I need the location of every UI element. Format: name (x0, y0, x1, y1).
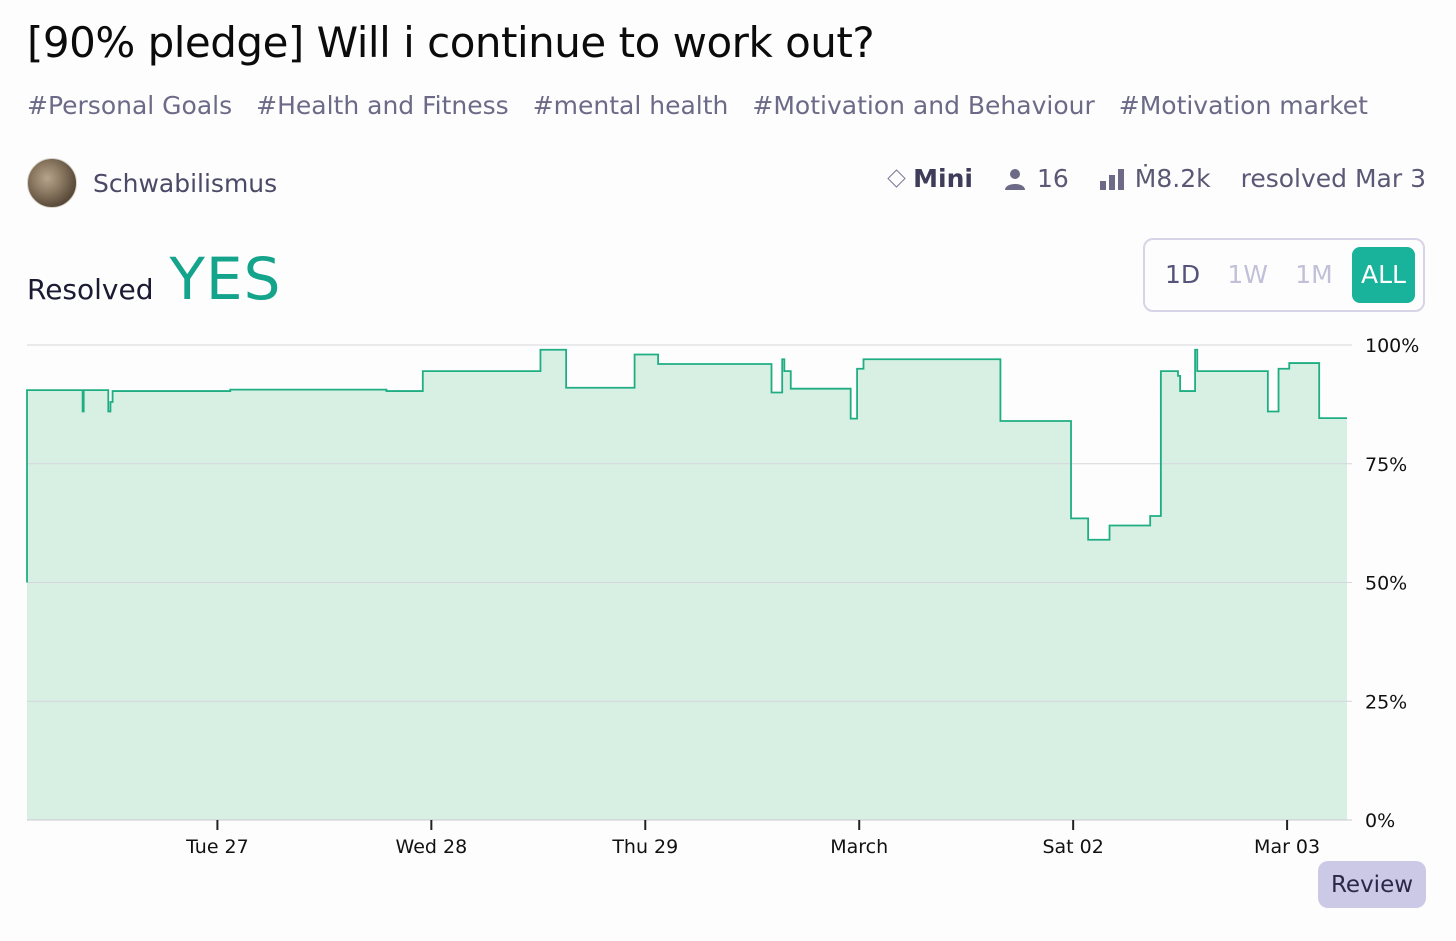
y-tick-label: 75% (1365, 454, 1407, 476)
x-tick-label: Tue 27 (185, 836, 249, 858)
tag-health-and-fitness[interactable]: #Health and Fitness (256, 91, 509, 120)
resolved-date-text: resolved Mar 3 (1240, 164, 1426, 193)
tag-mental-health[interactable]: #mental health (532, 91, 729, 120)
volume-value: Ṁ8.2k (1134, 164, 1211, 193)
range-1w-button[interactable]: 1W (1227, 260, 1269, 289)
range-all-button[interactable]: ALL (1352, 247, 1415, 303)
y-tick-label: 25% (1365, 691, 1407, 713)
tag-motivation-and-behaviour[interactable]: #Motivation and Behaviour (752, 91, 1095, 120)
x-tick-label: Sat 02 (1042, 836, 1103, 858)
user-icon (1004, 168, 1025, 190)
probability-line (26, 348, 1347, 583)
resolution-label: Resolved (27, 273, 154, 306)
time-range-selector: 1D 1W 1M ALL (1143, 238, 1425, 312)
market-meta: Mini 16 Ṁ8.2k resolved Mar 3 (860, 164, 1426, 193)
x-tick-label: Wed 28 (396, 836, 468, 858)
x-tick-label: Mar 03 (1254, 836, 1320, 858)
y-tick-label: 0% (1365, 810, 1395, 832)
probability-chart[interactable]: 0% 25% 50% 75% 100% Tue 27 Wed 28 Thu 29 March Sa… (0, 330, 1456, 860)
traders-value: 16 (1036, 164, 1069, 193)
resolved-date: resolved Mar 3 (1241, 164, 1426, 193)
bar-chart-icon (1099, 168, 1124, 190)
x-tick-label: Thu 29 (611, 836, 678, 858)
traders-count[interactable]: 16 (1003, 164, 1069, 193)
tag-list: #Personal Goals #Health and Fitness #men… (27, 91, 1368, 120)
diamond-icon (887, 169, 906, 188)
y-tick-label: 50% (1365, 573, 1407, 595)
volume-stat[interactable]: Ṁ8.2k (1099, 164, 1211, 193)
avatar[interactable] (27, 158, 77, 208)
x-tick-label: March (830, 836, 888, 858)
tier-badge[interactable]: Mini (887, 164, 973, 193)
range-1d-button[interactable]: 1D (1165, 260, 1201, 289)
tag-personal-goals[interactable]: #Personal Goals (27, 91, 233, 120)
probability-area (27, 349, 1347, 820)
page-title: [90% pledge] Will i continue to work out… (27, 18, 875, 67)
resolution-status: Resolved YES (27, 245, 281, 313)
range-1m-button[interactable]: 1M (1295, 260, 1333, 289)
review-button[interactable]: Review (1318, 861, 1426, 908)
resolution-value: YES (169, 245, 282, 313)
author-name[interactable]: Schwabilismus (93, 168, 278, 198)
author-row: Schwabilismus (27, 158, 277, 208)
tier-label: Mini (913, 164, 973, 193)
y-tick-label: 100% (1365, 335, 1419, 357)
tag-motivation-market[interactable]: #Motivation market (1118, 91, 1368, 120)
